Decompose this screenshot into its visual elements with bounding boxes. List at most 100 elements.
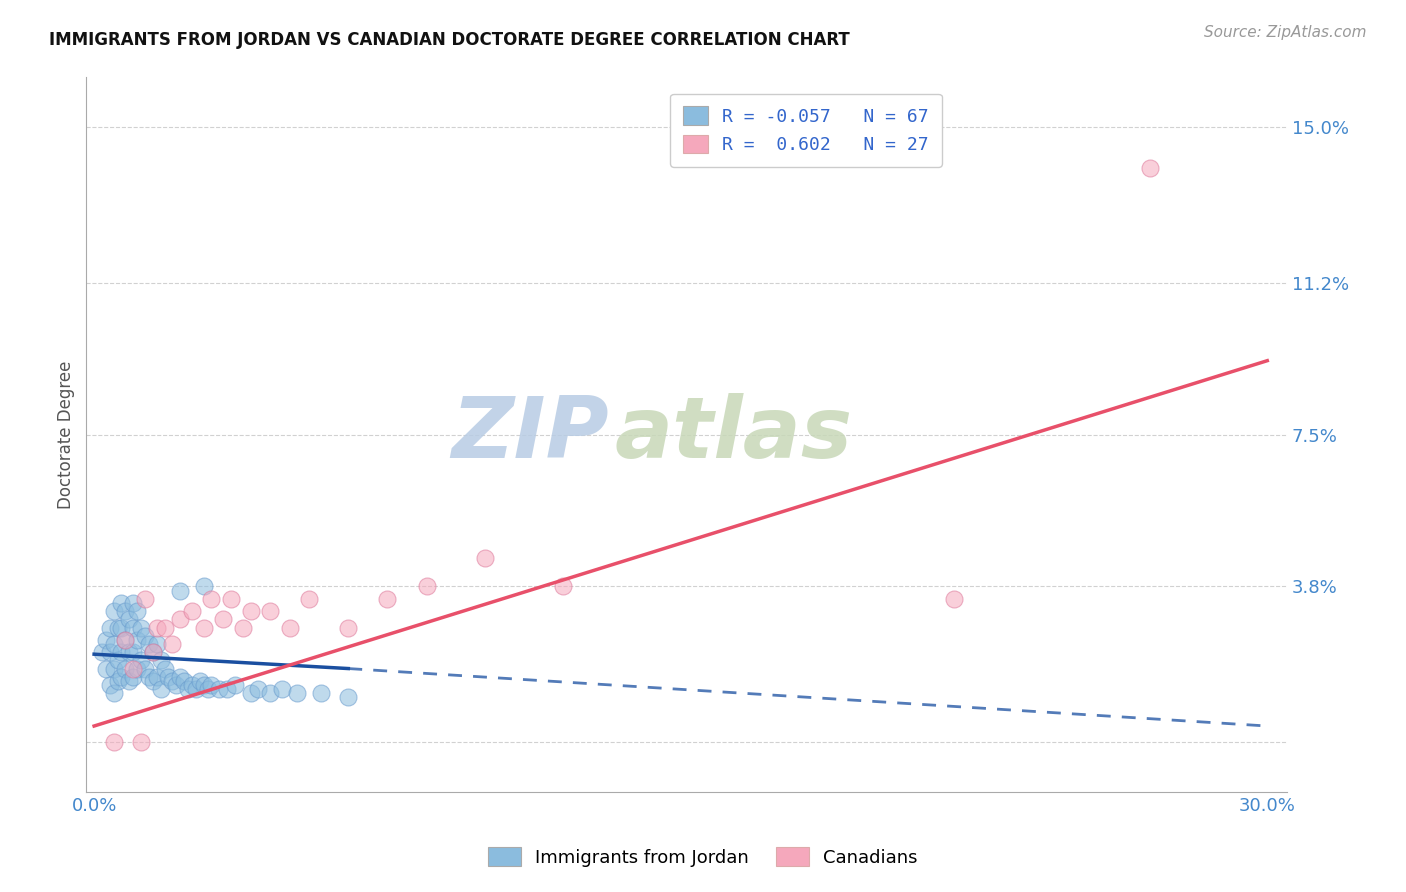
- Point: [134, 629, 156, 643]
- Point: [153, 661, 176, 675]
- Point: [118, 673, 141, 688]
- Point: [157, 670, 180, 684]
- Point: [103, 735, 125, 749]
- Point: [98, 620, 121, 634]
- Point: [129, 653, 152, 667]
- Point: [98, 645, 121, 659]
- Text: atlas: atlas: [614, 393, 852, 476]
- Point: [134, 591, 156, 606]
- Point: [122, 670, 145, 684]
- Point: [127, 604, 149, 618]
- Point: [247, 682, 270, 697]
- Point: [145, 620, 167, 634]
- Point: [193, 579, 215, 593]
- Point: [110, 645, 132, 659]
- Point: [149, 682, 172, 697]
- Point: [110, 620, 132, 634]
- Point: [270, 682, 292, 697]
- Point: [110, 670, 132, 684]
- Point: [94, 661, 117, 675]
- Point: [122, 620, 145, 634]
- Text: Source: ZipAtlas.com: Source: ZipAtlas.com: [1204, 25, 1367, 40]
- Point: [200, 678, 222, 692]
- Point: [169, 670, 191, 684]
- Point: [153, 620, 176, 634]
- Legend: R = -0.057   N = 67, R =  0.602   N = 27: R = -0.057 N = 67, R = 0.602 N = 27: [671, 94, 942, 167]
- Point: [122, 596, 145, 610]
- Point: [553, 579, 575, 593]
- Point: [287, 686, 309, 700]
- Point: [138, 637, 160, 651]
- Point: [232, 620, 254, 634]
- Point: [219, 591, 242, 606]
- Point: [118, 612, 141, 626]
- Point: [162, 637, 184, 651]
- Point: [98, 678, 121, 692]
- Point: [114, 632, 136, 647]
- Point: [114, 632, 136, 647]
- Point: [309, 686, 332, 700]
- Point: [180, 604, 202, 618]
- Point: [129, 735, 152, 749]
- Point: [145, 637, 167, 651]
- Point: [184, 682, 207, 697]
- Point: [177, 682, 200, 697]
- Point: [138, 670, 160, 684]
- Point: [1139, 161, 1161, 175]
- Point: [239, 604, 262, 618]
- Text: IMMIGRANTS FROM JORDAN VS CANADIAN DOCTORATE DEGREE CORRELATION CHART: IMMIGRANTS FROM JORDAN VS CANADIAN DOCTO…: [49, 31, 851, 49]
- Point: [162, 673, 184, 688]
- Point: [337, 690, 360, 705]
- Point: [377, 591, 399, 606]
- Point: [943, 591, 966, 606]
- Point: [103, 637, 125, 651]
- Text: ZIP: ZIP: [451, 393, 609, 476]
- Point: [127, 661, 149, 675]
- Point: [94, 632, 117, 647]
- Point: [122, 645, 145, 659]
- Point: [118, 645, 141, 659]
- Point: [259, 604, 281, 618]
- Point: [259, 686, 281, 700]
- Point: [142, 645, 165, 659]
- Point: [145, 670, 167, 684]
- Point: [298, 591, 321, 606]
- Point: [212, 612, 235, 626]
- Point: [107, 653, 129, 667]
- Point: [142, 645, 165, 659]
- Point: [415, 579, 437, 593]
- Point: [474, 550, 496, 565]
- Point: [103, 686, 125, 700]
- Point: [127, 632, 149, 647]
- Point: [110, 596, 132, 610]
- Point: [224, 678, 246, 692]
- Point: [197, 682, 219, 697]
- Legend: Immigrants from Jordan, Canadians: Immigrants from Jordan, Canadians: [479, 838, 927, 876]
- Point: [173, 673, 195, 688]
- Point: [122, 661, 145, 675]
- Point: [188, 673, 211, 688]
- Point: [103, 604, 125, 618]
- Point: [193, 678, 215, 692]
- Point: [129, 620, 152, 634]
- Point: [200, 591, 222, 606]
- Point: [165, 678, 187, 692]
- Y-axis label: Doctorate Degree: Doctorate Degree: [58, 360, 75, 508]
- Point: [149, 653, 172, 667]
- Point: [114, 604, 136, 618]
- Point: [107, 620, 129, 634]
- Point: [134, 661, 156, 675]
- Point: [337, 620, 360, 634]
- Point: [217, 682, 239, 697]
- Point: [208, 682, 231, 697]
- Point: [169, 583, 191, 598]
- Point: [90, 645, 112, 659]
- Point: [114, 661, 136, 675]
- Point: [278, 620, 301, 634]
- Point: [107, 673, 129, 688]
- Point: [180, 678, 202, 692]
- Point: [103, 661, 125, 675]
- Point: [239, 686, 262, 700]
- Point: [169, 612, 191, 626]
- Point: [193, 620, 215, 634]
